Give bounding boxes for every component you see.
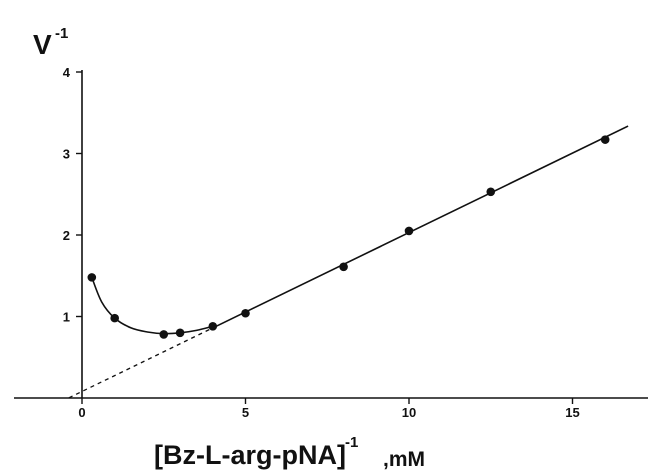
- x-tick-label: 5: [242, 405, 249, 420]
- y-axis-label: V: [33, 29, 52, 60]
- axes: [14, 70, 648, 399]
- x-axis-label: [Bz-L-arg-pNA]: [154, 440, 346, 470]
- data-point: [339, 262, 348, 272]
- data-point: [110, 313, 119, 323]
- y-tick-label: 3: [63, 147, 70, 162]
- y-tick-label: 2: [63, 228, 70, 243]
- y-tick-label: 4: [63, 65, 71, 80]
- data-point: [600, 135, 610, 144]
- y-tick-label: 1: [63, 310, 70, 325]
- linear-fit-line: [212, 125, 629, 329]
- data-point: [175, 328, 185, 338]
- data-point: [208, 321, 218, 331]
- data-point: [159, 330, 169, 339]
- x-axis-unit: ,mM: [383, 448, 425, 471]
- data-point: [241, 308, 250, 318]
- lines: [68, 125, 629, 399]
- y-axis-label-superscript: -1: [55, 25, 68, 42]
- data-points: [87, 135, 610, 339]
- x-tick-label: 15: [565, 405, 579, 420]
- inhibition-curve: [91, 277, 213, 335]
- data-point: [486, 187, 496, 197]
- ticks: 0 5 10 15 1 2 3 4: [63, 65, 580, 420]
- data-point: [87, 273, 97, 282]
- x-tick-label: 0: [78, 405, 85, 420]
- extrapolation-dashed-line: [68, 327, 214, 399]
- x-axis-label-superscript: -1: [345, 434, 358, 451]
- x-tick-label: 10: [402, 405, 416, 420]
- data-point: [404, 226, 414, 236]
